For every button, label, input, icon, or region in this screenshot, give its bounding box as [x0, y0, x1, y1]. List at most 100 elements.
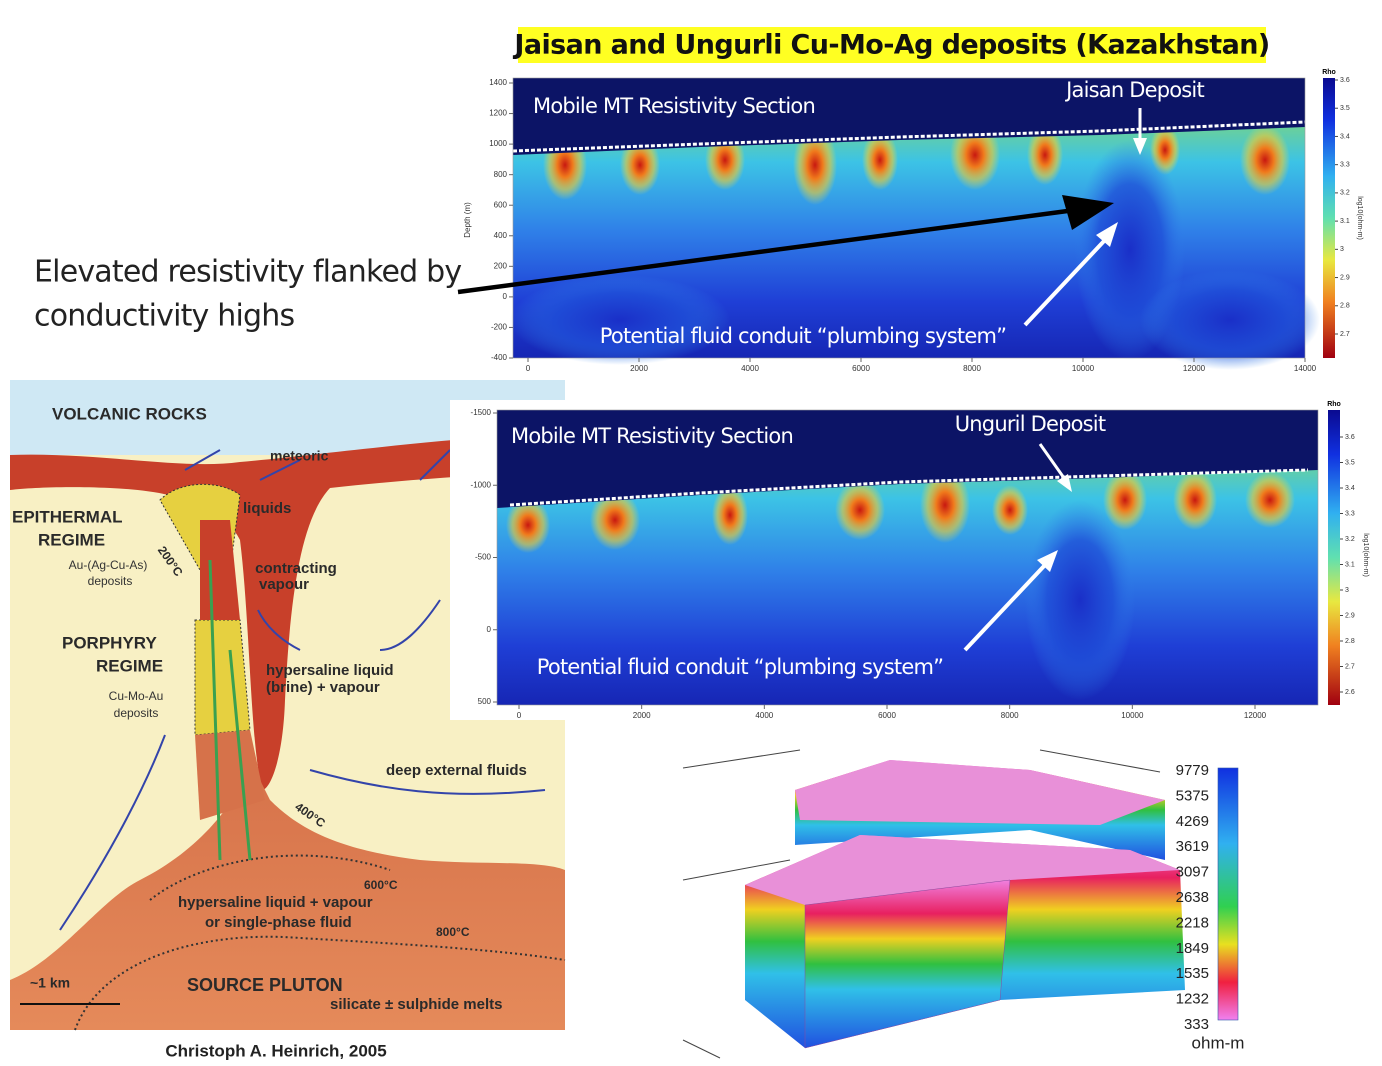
label: Au-(Ag-Cu-As): [69, 558, 148, 572]
x-tick-label: 8000: [1001, 711, 1019, 720]
label: VOLCANIC ROCKS: [52, 404, 207, 423]
colorbar-tick-label: 3.1: [1340, 218, 1350, 225]
y-tick-label: -500: [475, 553, 492, 562]
x-tick-label: 0: [526, 364, 531, 373]
conduit-label: Potential fluid conduit “plumbing system…: [537, 655, 943, 679]
x-tick-label: 0: [517, 711, 522, 720]
y-tick-label: 500: [478, 697, 492, 706]
colorbar-unit: ohm-m: [1192, 1033, 1245, 1052]
colorbar-label: 9779: [1176, 762, 1209, 779]
colorbar-label: 1849: [1176, 940, 1209, 957]
label: PORPHYRY: [62, 633, 157, 652]
label: (brine) + vapour: [266, 679, 380, 696]
y-tick-label: 800: [494, 170, 508, 179]
conductive-highs: [510, 120, 1320, 370]
label: liquids: [243, 500, 291, 517]
annotation-line: Elevated resistivity flanked by: [34, 255, 461, 290]
section-label: Mobile MT Resistivity Section: [533, 94, 815, 118]
y-tick-label: 1400: [489, 78, 507, 87]
colorbar-unit: log10(ohm-m): [1362, 533, 1369, 577]
y-tick-label: -1500: [471, 408, 492, 417]
colorbar-tick-label: 3.5: [1345, 459, 1355, 466]
x-tick-label: 4000: [755, 711, 773, 720]
label: deposits: [114, 706, 159, 720]
label: meteoric: [270, 448, 329, 464]
colorbar-labels: 9779 5375 4269 3619 3097 2638 2218 1849 1535 1232…: [1176, 762, 1209, 1033]
conductive-highs: [506, 467, 1295, 700]
label: silicate ± sulphide melts: [330, 996, 502, 1013]
colorbar-tick-label: 3.2: [1340, 190, 1350, 197]
x-tick-label: 10000: [1121, 711, 1144, 720]
label: or single-phase fluid: [205, 914, 352, 931]
title: Jaisan and Ungurli Cu-Mo-Ag deposits (Ka…: [512, 30, 1269, 61]
colorbar-label: 2218: [1176, 914, 1209, 931]
colorbar: [1217, 767, 1239, 1021]
colorbar-tick-label: 3.4: [1345, 485, 1355, 492]
x-tick-label: 2000: [630, 364, 648, 373]
colorbar-tick-label: 3.2: [1345, 536, 1355, 543]
colorbar: [1328, 410, 1340, 705]
label: Cu-Mo-Au: [109, 689, 164, 703]
label: 800°C: [436, 925, 470, 939]
credit: Christoph A. Heinrich, 2005: [165, 1041, 386, 1060]
air-layer: [513, 78, 1305, 155]
colorbar-label: 1232: [1176, 991, 1209, 1008]
x-tick-label: 12000: [1183, 364, 1206, 373]
x-tick-label: 4000: [741, 364, 759, 373]
y-axis-label: Depth (m): [463, 202, 472, 238]
bottom-ticks: -1500 -1000 -500 0 500 0 2000 4000 6000 8000 10000…: [471, 408, 1355, 720]
colorbar-title: Rho: [1327, 401, 1341, 408]
colorbar-tick-label: 2.9: [1345, 612, 1355, 619]
colorbar-tick-label: 3.1: [1345, 561, 1355, 568]
colorbar-tick-label: 2.7: [1340, 331, 1350, 338]
colorbar-tick-label: 3.3: [1340, 162, 1350, 169]
colorbar-tick-label: 3.6: [1340, 77, 1350, 84]
colorbar-tick-label: 2.6: [1345, 689, 1355, 696]
colorbar-label: 333: [1184, 1016, 1209, 1033]
y-tick-label: 1000: [489, 139, 507, 148]
arrow: [457, 207, 1076, 295]
y-tick-label: 200: [494, 261, 508, 270]
topography: [509, 468, 1309, 507]
y-tick-label: 400: [494, 231, 508, 240]
section-bottom: Rho log10(ohm-m) Mobile MT Resistivity S…: [450, 400, 1375, 720]
colorbar: [1323, 78, 1335, 358]
colorbar-unit: log10(ohm-m): [1356, 196, 1363, 240]
y-tick-label: -1000: [471, 480, 492, 489]
colorbar-label: 3619: [1176, 838, 1209, 855]
colorbar-tick-label: 3.5: [1340, 105, 1350, 112]
label: EPITHERMAL: [12, 507, 123, 526]
arrow-head: [1062, 195, 1114, 230]
colorbar-tick-label: 3: [1345, 587, 1349, 594]
x-tick-label: 14000: [1294, 364, 1317, 373]
label: deep external fluids: [386, 762, 527, 779]
colorbar-label: 2638: [1176, 889, 1209, 906]
label: 600°C: [364, 878, 398, 892]
label: contracting: [255, 560, 337, 577]
conduit-label: Potential fluid conduit “plumbing system…: [600, 324, 1006, 348]
block-3d: [682, 749, 1239, 1059]
y-tick-label: -200: [491, 323, 508, 332]
x-tick-label: 2000: [633, 711, 651, 720]
y-tick-label: -400: [491, 353, 508, 362]
x-tick-label: 8000: [963, 364, 981, 373]
x-tick-label: 12000: [1244, 711, 1267, 720]
air-layer: [497, 410, 1318, 508]
label: SOURCE PLUTON: [187, 975, 343, 995]
label: hypersaline liquid: [266, 662, 394, 679]
colorbar-tick-label: 3.6: [1345, 434, 1355, 441]
y-tick-label: 0: [487, 625, 492, 634]
colorbar-tick-label: 2.7: [1345, 663, 1355, 670]
label: vapour: [259, 576, 309, 593]
deposit-label: Jaisan Deposit: [1064, 78, 1204, 102]
colorbar-label: 1535: [1176, 965, 1209, 982]
label: hypersaline liquid + vapour: [178, 894, 373, 911]
x-tick-label: 6000: [852, 364, 870, 373]
colorbar-label: 5375: [1176, 787, 1209, 804]
diagram-labels: VOLCANIC ROCKS meteoric EPITHERMAL REGIM…: [12, 404, 527, 1012]
section-top: Rho log10(ohm-m) Depth (m) Mobile MT Res…: [463, 69, 1363, 370]
y-tick-label: 0: [503, 292, 508, 301]
